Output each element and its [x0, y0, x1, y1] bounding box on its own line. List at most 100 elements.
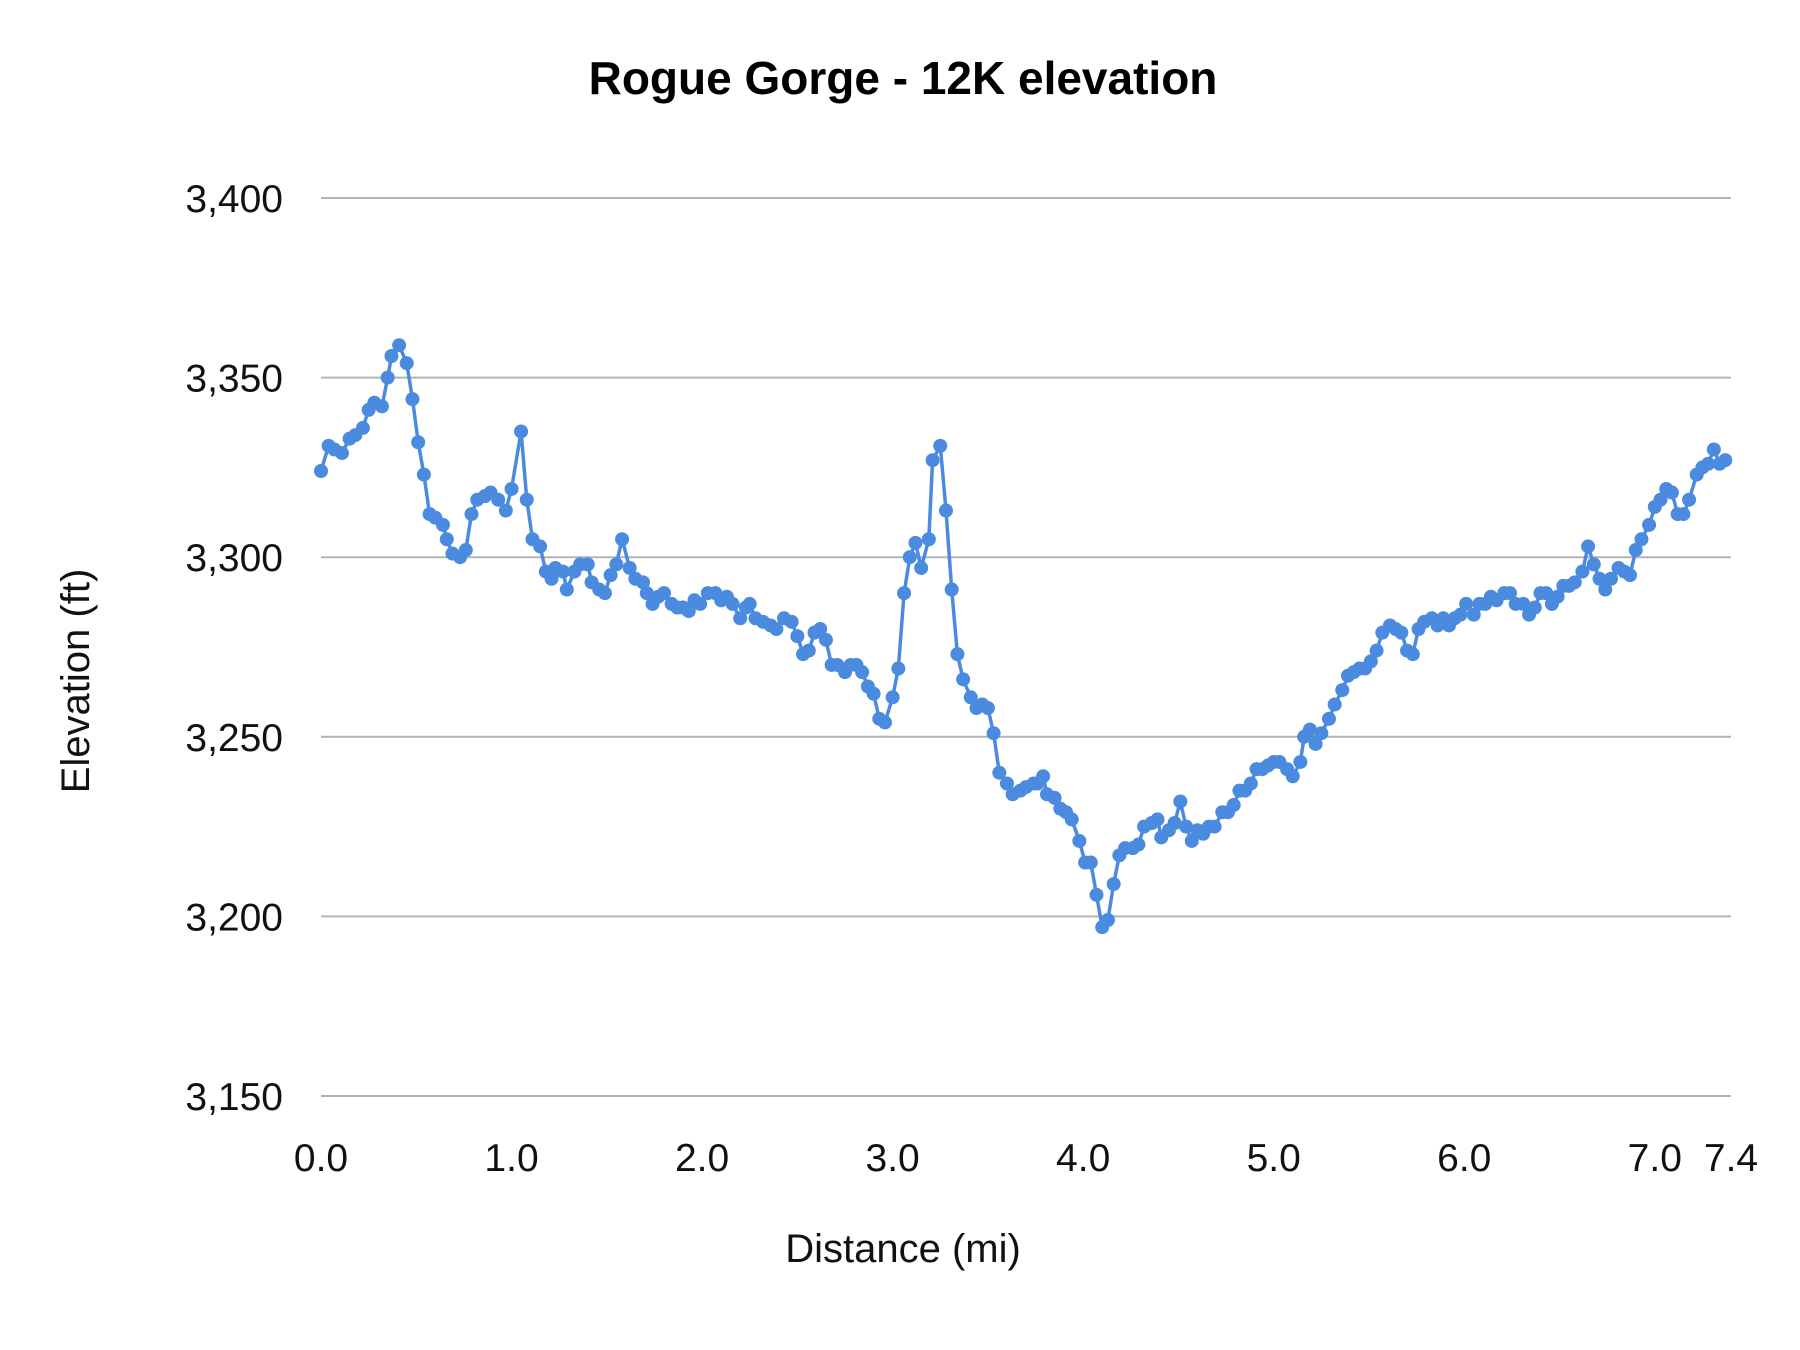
data-point — [1207, 819, 1222, 834]
data-point — [622, 560, 637, 575]
data-point — [921, 532, 936, 547]
data-point — [1598, 582, 1613, 597]
data-point — [411, 435, 426, 450]
data-point — [963, 690, 978, 705]
data-point — [1106, 877, 1121, 892]
data-point — [1285, 769, 1300, 784]
data-point — [818, 632, 833, 647]
data-point — [355, 420, 370, 435]
data-point — [384, 349, 399, 364]
x-tick-label: 5.0 — [1247, 1137, 1301, 1180]
data-point — [559, 582, 574, 597]
data-point — [416, 467, 431, 482]
data-point — [1150, 812, 1165, 827]
data-point — [1706, 442, 1721, 457]
data-point — [1664, 485, 1679, 500]
data-point — [1100, 912, 1115, 927]
data-point — [380, 370, 395, 385]
data-point — [314, 463, 328, 478]
data-point — [1036, 769, 1051, 784]
data-point — [986, 726, 1001, 741]
data-point — [897, 586, 912, 601]
data-point — [1179, 819, 1194, 834]
data-point — [1567, 575, 1582, 590]
elevation-series — [314, 338, 1733, 935]
y-axis-title: Elevation (ft) — [54, 569, 98, 794]
data-point — [693, 596, 708, 611]
data-point — [597, 586, 612, 601]
data-point — [1083, 855, 1098, 870]
data-point — [1502, 586, 1517, 601]
data-point — [636, 575, 651, 590]
data-point — [603, 568, 618, 583]
data-point — [1628, 543, 1643, 558]
y-tick-label: 3,350 — [185, 358, 283, 401]
data-point — [639, 586, 654, 601]
data-point — [999, 776, 1014, 791]
data-point — [1459, 596, 1474, 611]
data-point — [504, 481, 519, 496]
data-point — [1405, 647, 1420, 662]
data-point — [1226, 798, 1241, 813]
data-point — [1586, 557, 1601, 572]
data-point — [1581, 539, 1596, 554]
data-point — [1072, 833, 1087, 848]
data-point — [1718, 453, 1733, 468]
data-point — [878, 715, 892, 730]
data-point — [1243, 776, 1258, 791]
data-point — [1634, 532, 1649, 547]
data-point — [1653, 492, 1668, 507]
data-point — [1089, 887, 1104, 902]
series-line — [319, 343, 1727, 929]
data-point — [950, 647, 965, 662]
gridlines — [321, 197, 1731, 1097]
data-point — [491, 492, 506, 507]
data-point — [1682, 492, 1697, 507]
data-point — [891, 661, 906, 676]
data-point — [1173, 794, 1188, 809]
data-point — [464, 507, 479, 522]
data-point — [908, 535, 923, 550]
data-point — [1701, 456, 1716, 471]
data-point — [1184, 833, 1199, 848]
y-tick-label: 3,150 — [185, 1076, 283, 1119]
x-tick-label: 4.0 — [1056, 1137, 1110, 1180]
data-point — [405, 392, 420, 407]
data-point — [980, 701, 995, 716]
data-point — [533, 539, 548, 554]
data-point — [555, 564, 570, 579]
y-tick-label: 3,400 — [185, 178, 283, 221]
x-tick-label: 1.0 — [484, 1137, 538, 1180]
data-point — [855, 665, 870, 680]
data-point — [435, 517, 450, 532]
x-tick-label: 7.4 — [1704, 1137, 1758, 1180]
data-point — [1539, 586, 1554, 601]
data-point — [1394, 625, 1409, 640]
data-point — [609, 557, 624, 572]
x-tick-label: 2.0 — [675, 1137, 729, 1180]
data-point — [725, 596, 740, 611]
data-point — [733, 611, 748, 626]
data-point — [1369, 643, 1384, 658]
data-point — [514, 424, 529, 439]
x-tick-label: 7.0 — [1628, 1137, 1682, 1180]
data-point — [1676, 507, 1691, 522]
data-point — [938, 503, 953, 518]
data-point — [544, 571, 559, 586]
data-point — [790, 629, 805, 644]
data-point — [580, 557, 595, 572]
data-point — [399, 356, 414, 371]
x-tick-label: 6.0 — [1437, 1137, 1491, 1180]
data-point — [742, 596, 757, 611]
data-point — [1550, 589, 1565, 604]
data-point — [458, 543, 473, 558]
data-point — [1293, 754, 1308, 769]
data-point — [1302, 722, 1317, 737]
data-point — [933, 438, 948, 453]
chart-title: Rogue Gorge - 12K elevation — [589, 52, 1218, 104]
data-point — [1363, 654, 1378, 669]
data-point — [519, 492, 534, 507]
y-tick-label: 3,200 — [185, 896, 283, 939]
data-point — [1314, 726, 1329, 741]
data-point — [1335, 683, 1350, 698]
